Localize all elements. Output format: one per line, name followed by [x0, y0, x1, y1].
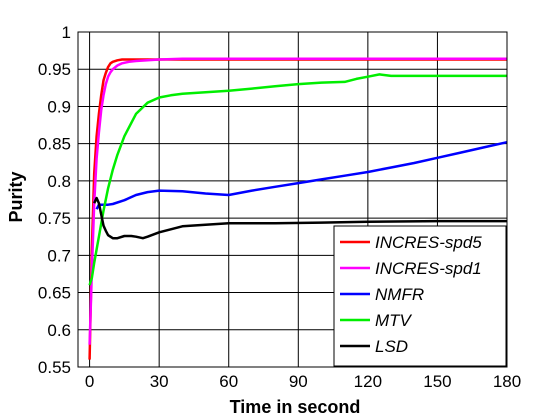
legend-entry-label: INCRES-spd1 — [375, 259, 482, 278]
x-tick-label: 30 — [150, 372, 169, 391]
y-tick-label: 0.6 — [47, 321, 71, 340]
x-axis-label: Time in second — [230, 397, 361, 417]
y-tick-label: 1 — [62, 23, 71, 42]
x-tick-label: 120 — [354, 372, 382, 391]
x-tick-label: 150 — [423, 372, 451, 391]
series-line-nmfr — [95, 140, 508, 210]
y-tick-label: 0.9 — [47, 97, 71, 116]
y-tick-label: 0.8 — [47, 172, 71, 191]
legend-entry-label: NMFR — [375, 285, 424, 304]
legend-box — [333, 225, 507, 367]
series-layer — [88, 57, 508, 360]
y-tick-label: 0.65 — [38, 284, 71, 303]
x-tick-label: 60 — [219, 372, 238, 391]
axis-layer: 0.55 0.6 0.65 0.7 0.75 0.8 0.85 0.9 0.95 1 0 30 60 90… — [38, 23, 521, 391]
series-line-mtv — [88, 73, 507, 286]
y-tick-label: 0.85 — [38, 135, 71, 154]
legend: INCRES-spd5 INCRES-spd1 NMFR MTV LSD — [333, 225, 507, 367]
series-line-lsd — [93, 196, 507, 240]
y-tick-label: 0.55 — [38, 358, 71, 377]
legend-entry-label: INCRES-spd5 — [375, 233, 482, 252]
legend-entry-label: LSD — [375, 337, 408, 356]
x-tick-label: 180 — [493, 372, 521, 391]
y-tick-label: 0.7 — [47, 246, 71, 265]
plot-frame — [77, 31, 508, 368]
series-line-incres-spd1 — [88, 57, 507, 345]
legend-entry-label: MTV — [375, 311, 413, 330]
y-tick-label: 0.75 — [38, 209, 71, 228]
y-axis-label: Purity — [6, 171, 26, 222]
x-tick-label: 90 — [289, 372, 308, 391]
x-tick-label: 0 — [85, 372, 94, 391]
y-tick-label: 0.95 — [38, 60, 71, 79]
